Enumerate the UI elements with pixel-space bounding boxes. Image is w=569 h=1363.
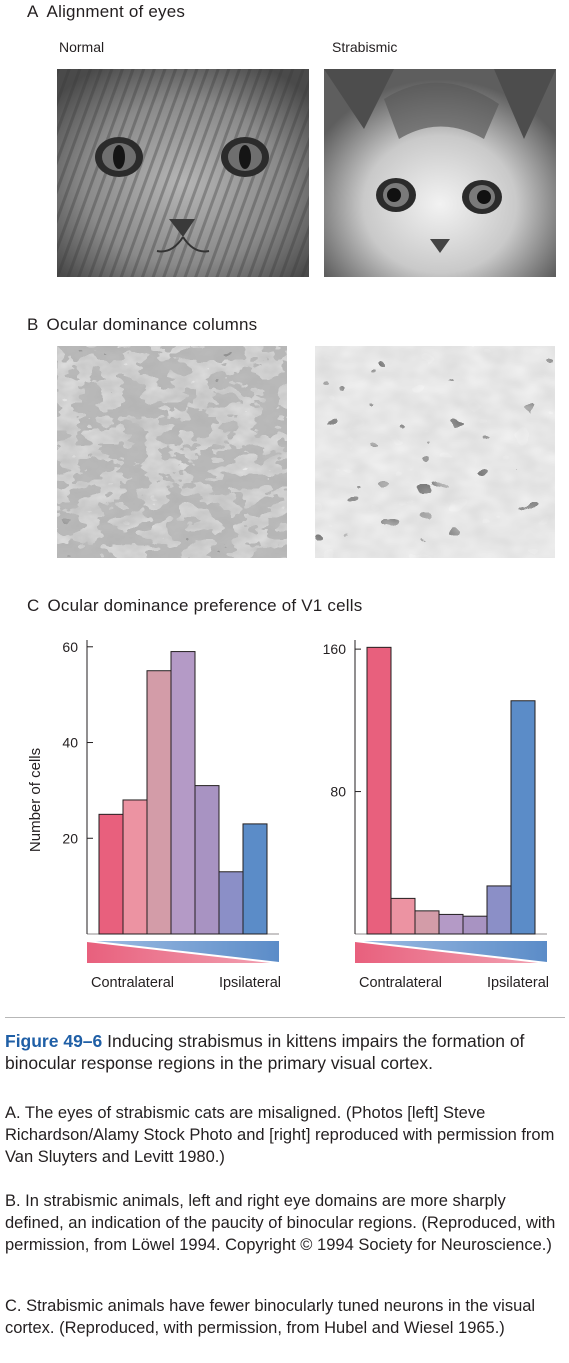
panel-c-title: Ocular dominance preference of V1 cells (47, 596, 363, 615)
figure-label: Figure 49–6 (5, 1031, 103, 1051)
panel-b-heading: B Ocular dominance columns (27, 315, 257, 335)
bar-2 (122, 799, 148, 935)
caption-b: B. In strabismic animals, left and right… (5, 1190, 565, 1256)
bar-1 (366, 646, 392, 935)
bar-3 (146, 670, 172, 935)
caption-b-text: B. In strabismic animals, left and right… (5, 1192, 556, 1254)
bar-6 (486, 885, 512, 935)
bar-6 (218, 871, 244, 935)
caption-a-text: A. The eyes of strabismic cats are misal… (5, 1104, 555, 1166)
figure-title: Inducing strabismus in kittens impairs t… (5, 1031, 525, 1073)
panel-a-heading: A Alignment of eyes (27, 2, 185, 22)
wedge-divider (354, 940, 548, 964)
bar-2 (390, 897, 416, 935)
bar-5 (462, 915, 488, 935)
caption-a: A. The eyes of strabismic cats are misal… (5, 1102, 565, 1168)
ocular-dominance-charts: 20 40 60 Contralateral Ipsilateral 80 160 Cont… (0, 625, 569, 995)
bar-4 (170, 651, 196, 935)
normal-cells-chart: 20 40 60 Contralateral Ipsilateral (62, 639, 281, 991)
y-axis-label: Number of cells (27, 748, 44, 852)
panel-b-title: Ocular dominance columns (46, 315, 258, 334)
bar-1 (98, 813, 124, 935)
y-tick-label: 160 (323, 641, 347, 657)
bar-4 (438, 913, 464, 935)
strabismic-kitten-photo (324, 69, 556, 277)
caption-c: C. Strabismic animals have fewer binocul… (5, 1295, 565, 1339)
ipsilateral-label: Ipsilateral (219, 975, 281, 991)
bar-7 (242, 823, 268, 935)
wedge-divider (86, 940, 280, 964)
caption-rule (5, 1017, 565, 1018)
y-tick-label: 20 (62, 830, 78, 846)
strabismic-ocular-dominance-image (315, 346, 555, 558)
normal-ocular-dominance-image (57, 346, 287, 558)
normal-label: Normal (59, 39, 105, 55)
contralateral-label: Contralateral (91, 975, 174, 991)
panel-c-heading: C Ocular dominance preference of V1 cells (27, 596, 362, 616)
figure-caption-title: Figure 49–6 Inducing strabismus in kitte… (5, 1030, 565, 1074)
panel-a-letter: A (27, 2, 39, 21)
y-tick-label: 80 (330, 784, 346, 800)
strabismic-cells-chart: 80 160 Contralateral Ipsilateral (323, 640, 549, 991)
normal-kitten-photo (57, 69, 309, 277)
charts-svg: 20 40 60 Contralateral Ipsilateral 80 160 Cont… (27, 639, 549, 991)
caption-c-text: C. Strabismic animals have fewer binocul… (5, 1297, 536, 1337)
bar-3 (414, 910, 440, 935)
bar-7 (510, 700, 536, 935)
contralateral-label: Contralateral (359, 975, 442, 991)
panel-c-letter: C (27, 596, 40, 615)
bar-5 (194, 785, 220, 935)
panel-a-title: Alignment of eyes (46, 2, 186, 21)
strabismic-label: Strabismic (332, 39, 398, 55)
y-tick-label: 40 (62, 735, 78, 751)
panel-b-letter: B (27, 315, 39, 334)
ipsilateral-label: Ipsilateral (487, 975, 549, 991)
y-tick-label: 60 (62, 639, 78, 655)
